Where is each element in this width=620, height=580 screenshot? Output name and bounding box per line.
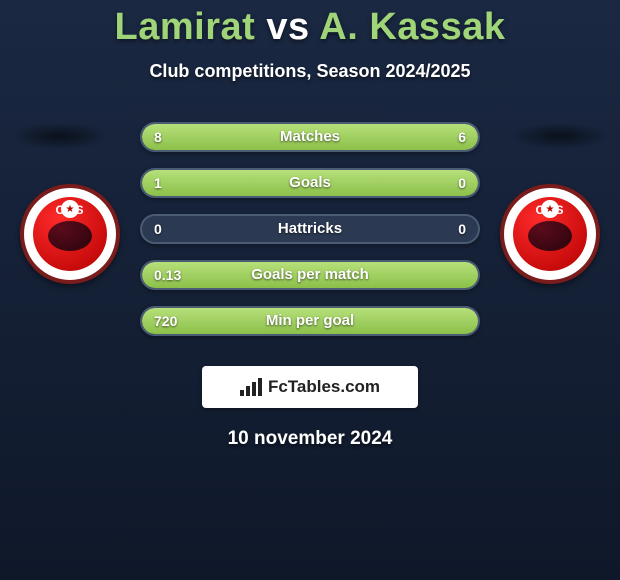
stat-label: Matches bbox=[142, 124, 478, 150]
stat-value-right: 0 bbox=[458, 170, 466, 196]
stat-value-left: 8 bbox=[154, 124, 162, 150]
stat-value-left: 0 bbox=[154, 216, 162, 242]
club-badge-left: ★ OCS bbox=[20, 184, 120, 284]
stat-label: Goals bbox=[142, 170, 478, 196]
rugby-ball-icon bbox=[48, 221, 92, 251]
rugby-ball-icon bbox=[528, 221, 572, 251]
comparison-title: Lamirat vs A. Kassak bbox=[0, 0, 620, 49]
star-icon: ★ bbox=[541, 200, 559, 218]
comparison-arena: ★ OCS ★ OCS Matches86Goals10Hattricks00G… bbox=[0, 110, 620, 350]
stat-value-right: 0 bbox=[458, 216, 466, 242]
date-stamp: 10 november 2024 bbox=[0, 428, 620, 450]
player1-name: Lamirat bbox=[115, 6, 256, 48]
vs-label: vs bbox=[266, 6, 309, 48]
badge-inner: ★ OCS bbox=[513, 197, 587, 271]
stat-label: Goals per match bbox=[142, 262, 478, 288]
stat-bars: Matches86Goals10Hattricks00Goals per mat… bbox=[140, 122, 480, 352]
stat-label: Hattricks bbox=[142, 216, 478, 242]
stat-value-left: 0.13 bbox=[154, 262, 181, 288]
stat-row: Goals1 0 bbox=[140, 168, 480, 198]
brand-text: FcTables.com bbox=[268, 377, 380, 397]
shadow-left bbox=[10, 122, 110, 150]
badge-inner: ★ OCS bbox=[33, 197, 107, 271]
star-icon: ★ bbox=[61, 200, 79, 218]
stat-value-left: 720 bbox=[154, 308, 177, 334]
badge-circle: ★ OCS bbox=[500, 184, 600, 284]
stat-value-left: 1 bbox=[154, 170, 162, 196]
badge-circle: ★ OCS bbox=[20, 184, 120, 284]
stat-value-right: 6 bbox=[458, 124, 466, 150]
brand-badge: FcTables.com bbox=[202, 366, 418, 408]
shadow-right bbox=[510, 122, 610, 150]
subtitle: Club competitions, Season 2024/2025 bbox=[0, 61, 620, 82]
player2-name: A. Kassak bbox=[319, 6, 505, 48]
stat-row: Hattricks0 0 bbox=[140, 214, 480, 244]
bars-icon bbox=[240, 378, 262, 396]
stat-row: Min per goal720 bbox=[140, 306, 480, 336]
club-badge-right: ★ OCS bbox=[500, 184, 600, 284]
stat-row: Goals per match0.13 bbox=[140, 260, 480, 290]
stat-row: Matches8 6 bbox=[140, 122, 480, 152]
stat-label: Min per goal bbox=[142, 308, 478, 334]
